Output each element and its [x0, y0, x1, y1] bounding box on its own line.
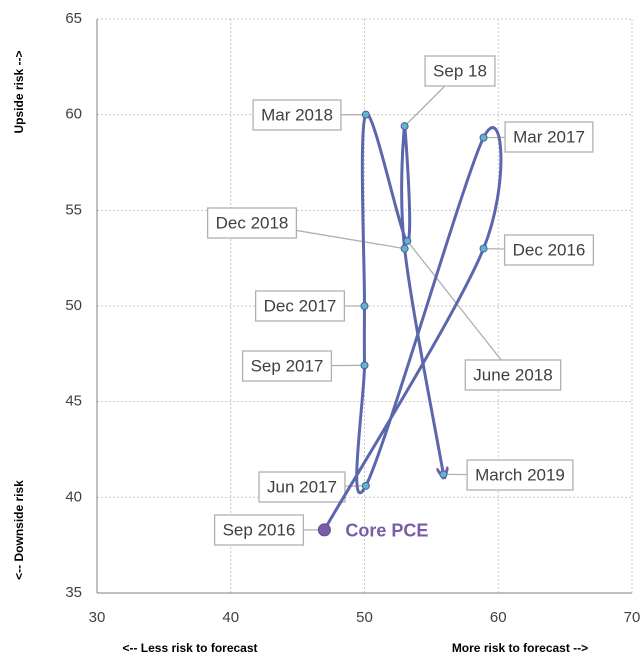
- x-tick-label: 70: [624, 609, 641, 626]
- point-label: Dec 2016: [513, 240, 586, 259]
- y-tick-label: 35: [65, 584, 82, 601]
- point-label: Sep 2016: [223, 520, 296, 539]
- data-point: [401, 123, 408, 130]
- data-point: [440, 471, 447, 478]
- y-tick-label: 45: [65, 393, 82, 410]
- point-label: Sep 2017: [251, 356, 324, 375]
- y-tick-label: 65: [65, 10, 82, 27]
- point-label: Sep 18: [433, 61, 487, 80]
- x-tick-label: 30: [89, 609, 106, 626]
- point-label: Dec 2018: [216, 213, 289, 232]
- data-point: [404, 237, 411, 244]
- data-point: [362, 111, 369, 118]
- x-tick-label: 50: [356, 609, 373, 626]
- y-tick-label: 50: [65, 297, 82, 314]
- data-point: [362, 482, 369, 489]
- data-point: [480, 245, 487, 252]
- y-axis-title-top: Upside risk -->: [12, 50, 26, 133]
- data-point: [318, 524, 330, 536]
- x-axis-title-left: <-- Less risk to forecast: [122, 641, 257, 655]
- series-label: Core PCE: [345, 521, 428, 541]
- x-tick-label: 40: [222, 609, 239, 626]
- point-label: June 2018: [473, 365, 552, 384]
- data-point: [480, 134, 487, 141]
- point-label: Dec 2017: [264, 296, 337, 315]
- x-axis-title-right: More risk to forecast -->: [452, 641, 588, 655]
- y-axis-title-bottom: <-- Downside risk: [12, 480, 26, 580]
- leader-line: [407, 241, 513, 375]
- point-label: March 2019: [475, 465, 565, 484]
- x-tick-label: 60: [490, 609, 507, 626]
- y-tick-label: 60: [65, 106, 82, 123]
- point-label: Jun 2017: [267, 477, 337, 496]
- point-label: Mar 2017: [513, 127, 585, 146]
- point-label: Mar 2018: [261, 105, 333, 124]
- data-point: [361, 303, 368, 310]
- data-point: [401, 245, 408, 252]
- data-point: [361, 362, 368, 369]
- y-tick-label: 40: [65, 488, 82, 505]
- y-tick-label: 55: [65, 201, 82, 218]
